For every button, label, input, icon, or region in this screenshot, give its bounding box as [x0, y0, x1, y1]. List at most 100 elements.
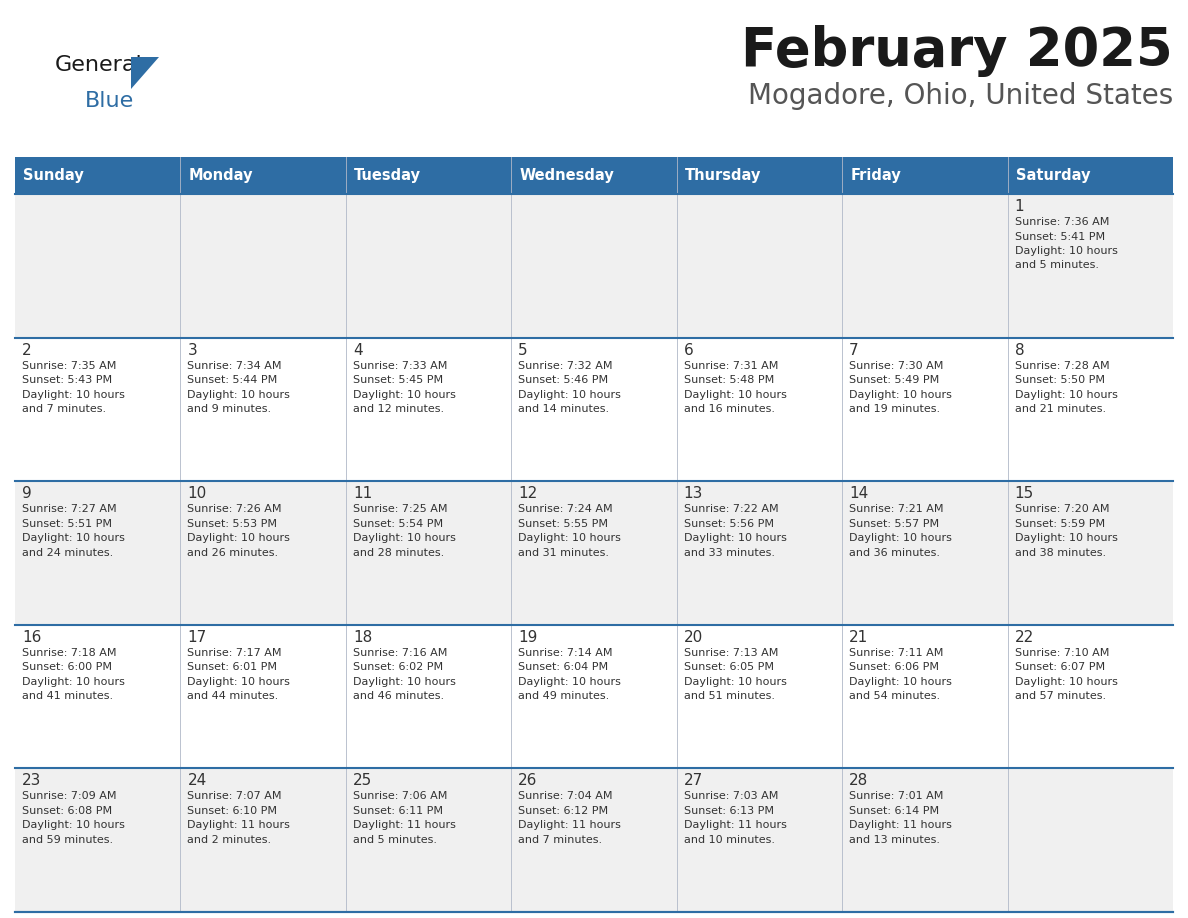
Text: Sunset: 6:00 PM: Sunset: 6:00 PM — [23, 662, 112, 672]
Text: Sunrise: 7:06 AM: Sunrise: 7:06 AM — [353, 791, 447, 801]
Text: and 13 minutes.: and 13 minutes. — [849, 834, 940, 845]
Text: 4: 4 — [353, 342, 362, 358]
Text: Daylight: 10 hours: Daylight: 10 hours — [1015, 677, 1118, 687]
Text: Daylight: 10 hours: Daylight: 10 hours — [849, 389, 952, 399]
Text: Sunset: 5:45 PM: Sunset: 5:45 PM — [353, 375, 443, 385]
Text: Sunrise: 7:17 AM: Sunrise: 7:17 AM — [188, 648, 282, 658]
Text: Daylight: 10 hours: Daylight: 10 hours — [518, 677, 621, 687]
Text: 12: 12 — [518, 487, 537, 501]
Text: Friday: Friday — [851, 168, 901, 183]
Text: Daylight: 10 hours: Daylight: 10 hours — [1015, 389, 1118, 399]
Text: Sunrise: 7:32 AM: Sunrise: 7:32 AM — [518, 361, 613, 371]
Text: Daylight: 10 hours: Daylight: 10 hours — [353, 677, 456, 687]
Text: Sunset: 6:13 PM: Sunset: 6:13 PM — [684, 806, 773, 816]
Text: Sunrise: 7:36 AM: Sunrise: 7:36 AM — [1015, 217, 1108, 227]
Text: General: General — [55, 55, 143, 75]
Text: Daylight: 10 hours: Daylight: 10 hours — [188, 389, 290, 399]
Text: Sunrise: 7:07 AM: Sunrise: 7:07 AM — [188, 791, 282, 801]
Text: and 44 minutes.: and 44 minutes. — [188, 691, 279, 701]
Text: Sunrise: 7:33 AM: Sunrise: 7:33 AM — [353, 361, 447, 371]
Text: and 7 minutes.: and 7 minutes. — [23, 404, 106, 414]
Bar — [15, 481, 1173, 625]
Text: Sunrise: 7:14 AM: Sunrise: 7:14 AM — [518, 648, 613, 658]
Text: and 33 minutes.: and 33 minutes. — [684, 548, 775, 558]
Text: 24: 24 — [188, 773, 207, 789]
Text: Sunset: 6:12 PM: Sunset: 6:12 PM — [518, 806, 608, 816]
Text: and 19 minutes.: and 19 minutes. — [849, 404, 940, 414]
Text: Sunset: 5:46 PM: Sunset: 5:46 PM — [518, 375, 608, 385]
Text: and 38 minutes.: and 38 minutes. — [1015, 548, 1106, 558]
Text: Daylight: 10 hours: Daylight: 10 hours — [23, 677, 125, 687]
Text: Sunset: 5:56 PM: Sunset: 5:56 PM — [684, 519, 773, 529]
Text: Daylight: 11 hours: Daylight: 11 hours — [684, 821, 786, 831]
Text: Daylight: 11 hours: Daylight: 11 hours — [188, 821, 290, 831]
Text: Daylight: 10 hours: Daylight: 10 hours — [188, 533, 290, 543]
Text: Daylight: 10 hours: Daylight: 10 hours — [23, 389, 125, 399]
Text: 2: 2 — [23, 342, 32, 358]
Text: and 5 minutes.: and 5 minutes. — [353, 834, 437, 845]
Text: and 21 minutes.: and 21 minutes. — [1015, 404, 1106, 414]
Text: and 46 minutes.: and 46 minutes. — [353, 691, 444, 701]
Text: Sunrise: 7:28 AM: Sunrise: 7:28 AM — [1015, 361, 1110, 371]
Text: Thursday: Thursday — [684, 168, 762, 183]
Text: Daylight: 10 hours: Daylight: 10 hours — [518, 533, 621, 543]
Text: Sunset: 5:49 PM: Sunset: 5:49 PM — [849, 375, 940, 385]
Text: and 14 minutes.: and 14 minutes. — [518, 404, 609, 414]
Text: Sunrise: 7:01 AM: Sunrise: 7:01 AM — [849, 791, 943, 801]
Text: Saturday: Saturday — [1016, 168, 1091, 183]
Text: 18: 18 — [353, 630, 372, 644]
Text: 11: 11 — [353, 487, 372, 501]
Text: and 2 minutes.: and 2 minutes. — [188, 834, 272, 845]
Text: Sunrise: 7:21 AM: Sunrise: 7:21 AM — [849, 504, 943, 514]
Text: Daylight: 11 hours: Daylight: 11 hours — [849, 821, 952, 831]
Text: and 10 minutes.: and 10 minutes. — [684, 834, 775, 845]
Text: Sunrise: 7:18 AM: Sunrise: 7:18 AM — [23, 648, 116, 658]
Text: Wednesday: Wednesday — [519, 168, 614, 183]
Text: 14: 14 — [849, 487, 868, 501]
Bar — [15, 338, 1173, 481]
Text: Daylight: 10 hours: Daylight: 10 hours — [23, 533, 125, 543]
Text: 6: 6 — [684, 342, 694, 358]
Text: Sunrise: 7:25 AM: Sunrise: 7:25 AM — [353, 504, 448, 514]
Text: Daylight: 10 hours: Daylight: 10 hours — [684, 677, 786, 687]
Text: and 28 minutes.: and 28 minutes. — [353, 548, 444, 558]
Text: 28: 28 — [849, 773, 868, 789]
Text: Sunset: 5:44 PM: Sunset: 5:44 PM — [188, 375, 278, 385]
Text: and 49 minutes.: and 49 minutes. — [518, 691, 609, 701]
Text: and 24 minutes.: and 24 minutes. — [23, 548, 113, 558]
Text: and 59 minutes.: and 59 minutes. — [23, 834, 113, 845]
Text: Daylight: 10 hours: Daylight: 10 hours — [1015, 533, 1118, 543]
Text: Sunrise: 7:10 AM: Sunrise: 7:10 AM — [1015, 648, 1108, 658]
Text: and 54 minutes.: and 54 minutes. — [849, 691, 940, 701]
Text: Sunset: 5:53 PM: Sunset: 5:53 PM — [188, 519, 278, 529]
Text: Sunrise: 7:13 AM: Sunrise: 7:13 AM — [684, 648, 778, 658]
Text: 15: 15 — [1015, 487, 1034, 501]
Polygon shape — [131, 57, 159, 89]
Text: Daylight: 11 hours: Daylight: 11 hours — [518, 821, 621, 831]
Text: Sunday: Sunday — [23, 168, 83, 183]
Text: and 16 minutes.: and 16 minutes. — [684, 404, 775, 414]
Text: Sunset: 6:06 PM: Sunset: 6:06 PM — [849, 662, 940, 672]
Text: Daylight: 10 hours: Daylight: 10 hours — [684, 389, 786, 399]
Text: Sunrise: 7:30 AM: Sunrise: 7:30 AM — [849, 361, 943, 371]
Text: Monday: Monday — [189, 168, 253, 183]
Text: Sunset: 5:43 PM: Sunset: 5:43 PM — [23, 375, 112, 385]
Text: Mogadore, Ohio, United States: Mogadore, Ohio, United States — [747, 82, 1173, 110]
Text: Sunrise: 7:35 AM: Sunrise: 7:35 AM — [23, 361, 116, 371]
Text: and 9 minutes.: and 9 minutes. — [188, 404, 272, 414]
Text: Sunrise: 7:09 AM: Sunrise: 7:09 AM — [23, 791, 116, 801]
Text: Sunrise: 7:27 AM: Sunrise: 7:27 AM — [23, 504, 116, 514]
Text: 17: 17 — [188, 630, 207, 644]
Bar — [15, 194, 1173, 338]
Text: Sunrise: 7:03 AM: Sunrise: 7:03 AM — [684, 791, 778, 801]
Text: Tuesday: Tuesday — [354, 168, 421, 183]
Text: Sunset: 5:48 PM: Sunset: 5:48 PM — [684, 375, 773, 385]
Text: Sunset: 5:57 PM: Sunset: 5:57 PM — [849, 519, 940, 529]
Text: 20: 20 — [684, 630, 703, 644]
Text: Sunset: 5:54 PM: Sunset: 5:54 PM — [353, 519, 443, 529]
Text: Sunrise: 7:34 AM: Sunrise: 7:34 AM — [188, 361, 282, 371]
Text: Sunrise: 7:24 AM: Sunrise: 7:24 AM — [518, 504, 613, 514]
Text: Sunset: 5:59 PM: Sunset: 5:59 PM — [1015, 519, 1105, 529]
Text: Daylight: 10 hours: Daylight: 10 hours — [1015, 246, 1118, 256]
Text: Sunset: 6:08 PM: Sunset: 6:08 PM — [23, 806, 112, 816]
